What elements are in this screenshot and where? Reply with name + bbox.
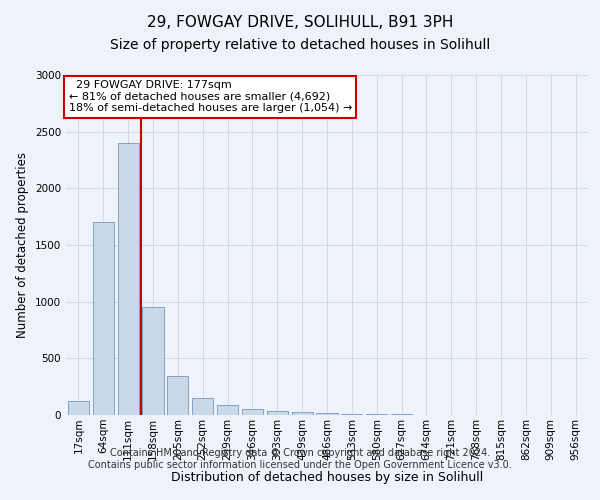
Text: 29 FOWGAY DRIVE: 177sqm
← 81% of detached houses are smaller (4,692)
18% of semi: 29 FOWGAY DRIVE: 177sqm ← 81% of detache… (68, 80, 352, 114)
Bar (316, 414, 338, 415)
Bar (68, 402, 89, 415)
Bar (242, 409, 263, 415)
Text: 29, FOWGAY DRIVE, SOLIHULL, B91 3PH: 29, FOWGAY DRIVE, SOLIHULL, B91 3PH (147, 15, 453, 30)
Text: Contains public sector information licensed under the Open Government Licence v3: Contains public sector information licen… (88, 460, 512, 470)
Y-axis label: Number of detached properties: Number of detached properties (16, 152, 29, 338)
Bar (366, 414, 387, 415)
Bar (93, 222, 114, 415)
Bar (292, 412, 313, 415)
Bar (167, 376, 188, 415)
Bar (142, 308, 164, 415)
Bar (391, 414, 412, 415)
Bar (192, 398, 213, 415)
X-axis label: Distribution of detached houses by size in Solihull: Distribution of detached houses by size … (171, 471, 483, 484)
Text: Contains HM Land Registry data © Crown copyright and database right 2024.: Contains HM Land Registry data © Crown c… (110, 448, 490, 458)
Bar (341, 414, 362, 415)
Bar (118, 143, 139, 415)
Bar (267, 411, 288, 415)
Text: Size of property relative to detached houses in Solihull: Size of property relative to detached ho… (110, 38, 490, 52)
Bar (217, 405, 238, 415)
